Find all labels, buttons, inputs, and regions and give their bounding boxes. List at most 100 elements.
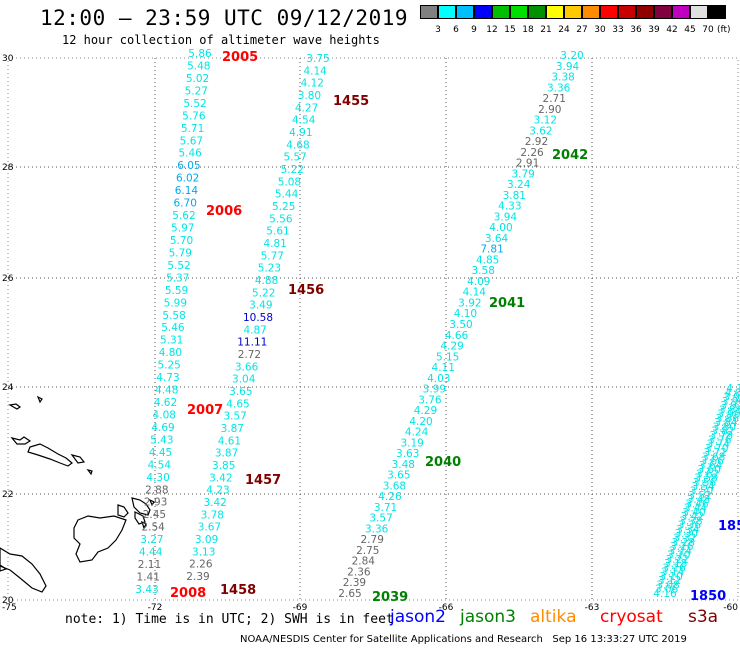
legend-jason3: jason3 [460,607,516,627]
legend-swatch [528,5,546,19]
swh-value: 3.20 [560,50,583,62]
swh-value: 3.62 [696,468,719,480]
swh-value: 3.10 [659,571,682,583]
legend-swatch [492,5,510,19]
swh-value: 5.31 [160,335,183,347]
swh-value: 3.36 [547,82,571,94]
swh-value: 5.70 [170,235,193,247]
pass-time-label: 1458 [220,583,256,598]
swh-value: 5.71 [181,123,204,135]
swh-value: 3.12 [658,575,681,587]
swh-value: 3.52 [688,490,711,502]
swh-value: 3.68 [383,480,406,492]
legend-label: 39 [648,25,660,35]
swh-value: 3.98 [723,392,740,404]
swh-value: 4.62 [154,397,177,409]
swh-value: 3.20 [667,550,690,562]
swh-value: 4.09 [467,276,490,288]
legend-label: 6 [453,25,459,35]
pass-time-label: 185 [718,519,740,534]
swh-value: 3.74 [707,439,731,451]
swh-value: 2.71 [543,93,566,105]
legend-swatch [564,5,582,19]
legend-swatch [474,5,492,19]
swh-value: 3.40 [682,507,705,519]
legend-label: 45 [684,25,696,35]
pass-time-label: 2006 [206,204,242,219]
swh-value: 3.14 [661,567,685,579]
swh-value: 3.38 [551,72,574,84]
swh-value: 5.79 [169,247,192,259]
swh-value: 5.15 [436,351,459,363]
swh-value: 5.52 [167,260,190,272]
altimeter-tracks: 5.865.485.025.275.525.765.715.675.466.05… [135,48,740,600]
swh-value: 5.44 [275,189,299,201]
swh-value: 3.48 [687,494,710,506]
lat-tick-label: 30 [2,54,14,64]
swh-value: 3.50 [690,486,713,498]
pass-time-labels: 2005 2006 2007 2008 1455 1456 1457 1458 2042 2041… [170,50,740,605]
swh-value: 3.76 [708,434,732,446]
swh-value: 5.02 [186,73,209,85]
pass-time-label: 2005 [222,50,258,65]
lat-tick-label: 26 [2,274,14,284]
swh-value: 10.58 [243,312,273,324]
swh-value: 2.39 [343,577,366,589]
swh-value: 4.91 [289,127,312,139]
legend-swatch [456,5,474,19]
swh-value: 5.59 [165,285,188,297]
swh-value: 3.42 [681,511,704,523]
legend-swatch [546,5,564,19]
pass-time-label: 1456 [288,283,324,298]
swh-value: 3.50 [449,319,472,331]
swh-value: 4.80 [159,347,182,359]
swh-value: 6.70 [174,198,197,210]
swh-value: 3.67 [198,522,221,534]
pass-time-label: 2040 [425,455,461,470]
legend-label: 12 [486,25,498,35]
footer-note: note: 1) Time is in UTC; 2) SWH is in fe… [65,612,394,627]
swh-value: 4.66 [445,330,469,342]
swh-value: 3.94 [556,61,580,73]
swh-value: 5.57 [283,152,306,164]
swh-value: 3.92 [720,400,740,412]
swh-value: 2.91 [516,158,539,170]
swh-value: 5.77 [261,250,284,262]
swh-value: 5.23 [258,263,281,275]
swh-value: 3.63 [396,448,419,460]
swh-value: 4.12 [726,383,740,395]
swh-value: 1.41 [137,572,160,584]
swh-value: 3.58 [472,265,495,277]
swh-value: 4.30 [146,472,169,484]
swh-value: 2.88 [145,484,168,496]
swh-value: 3.96 [722,396,740,408]
lon-tick-label: -72 [148,603,163,613]
lon-tick-label: -60 [723,603,738,613]
lon-tick-label: -63 [585,603,600,613]
swh-value: 3.86 [716,413,740,425]
swh-value: 3.87 [215,448,238,460]
swh-value: 5.22 [281,164,304,176]
legend-swatch [654,5,672,19]
swh-value: 3.34 [676,524,700,536]
swh-value: 3.26 [670,541,694,553]
swh-value: 3.09 [195,534,218,546]
lon-tick-label: -69 [293,603,308,613]
swh-value: 4.45 [149,447,172,459]
swh-value: 4.24 [405,427,429,439]
swh-value: 4.12 [301,78,324,90]
swh-value: 3.04 [232,374,256,386]
swh-value: 4.65 [226,398,249,410]
swh-value: 3.68 [702,451,725,463]
swh-value: 3.42 [209,472,232,484]
swh-value: 3.87 [221,423,244,435]
swh-value: 5.97 [171,223,194,235]
credit-text: NOAA/NESDIS Center for Satellite Applica… [240,634,543,645]
swh-value: 3.84 [714,417,738,429]
swh-value: 5.37 [166,272,189,284]
swh-value: 5.58 [162,310,185,322]
legend-label: 18 [522,25,534,35]
swh-value: 4.27 [295,102,318,114]
legend-label: 9 [471,25,477,35]
legend-swatch [510,5,528,19]
